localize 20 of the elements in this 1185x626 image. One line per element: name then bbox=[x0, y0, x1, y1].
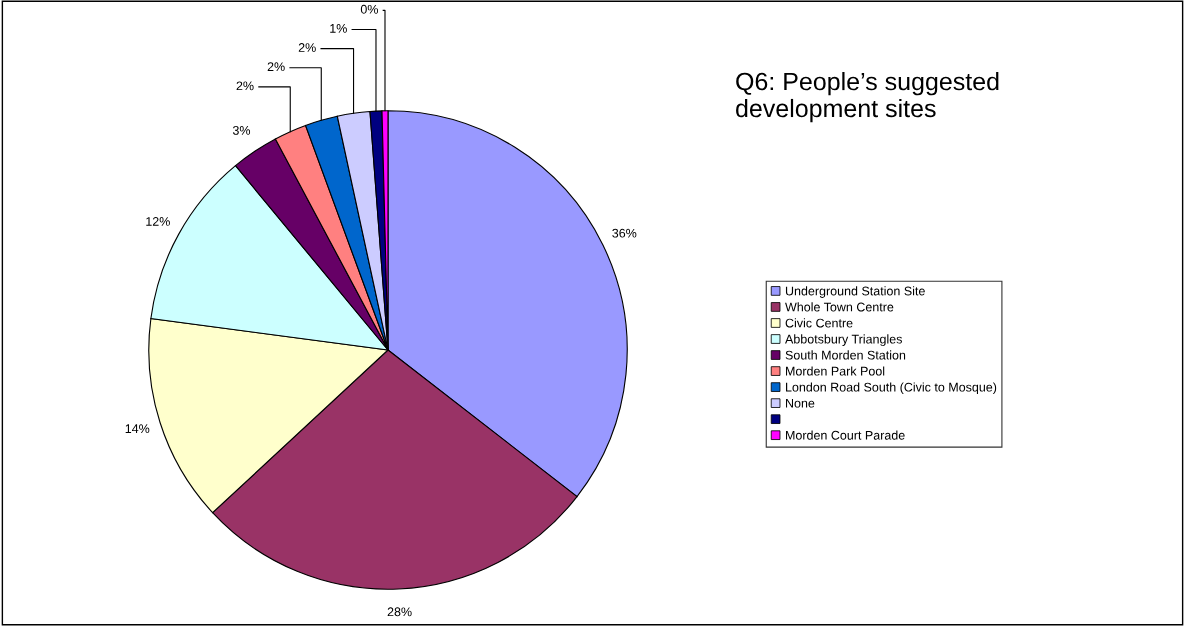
data-label: 2% bbox=[267, 62, 285, 72]
legend-label: South Morden Station bbox=[785, 350, 906, 360]
data-label: 28% bbox=[387, 607, 412, 617]
legend-label: Civic Centre bbox=[785, 318, 853, 328]
data-label: 2% bbox=[236, 81, 254, 91]
legend-label: Morden Park Pool bbox=[786, 366, 885, 376]
data-label: 1% bbox=[330, 24, 347, 33]
legend-label: None bbox=[786, 398, 815, 408]
text: Q6: People’s suggested development sites bbox=[736, 72, 999, 123]
data-label: 14% bbox=[125, 424, 150, 434]
legend-label: Abbotsbury Triangles bbox=[785, 334, 902, 346]
legend-label: Whole Town Centre bbox=[785, 302, 894, 312]
legend-label: Morden Court Parade bbox=[786, 430, 905, 440]
data-label: 36% bbox=[612, 228, 637, 238]
data-label: 2% bbox=[298, 43, 316, 52]
legend-label: London Road South (Civic to Mosque) bbox=[786, 382, 997, 395]
legend-label: Underground Station Site bbox=[785, 286, 925, 298]
data-label: 3% bbox=[232, 125, 251, 135]
data-label: 0% bbox=[360, 4, 378, 14]
data-label: 12% bbox=[146, 217, 170, 226]
